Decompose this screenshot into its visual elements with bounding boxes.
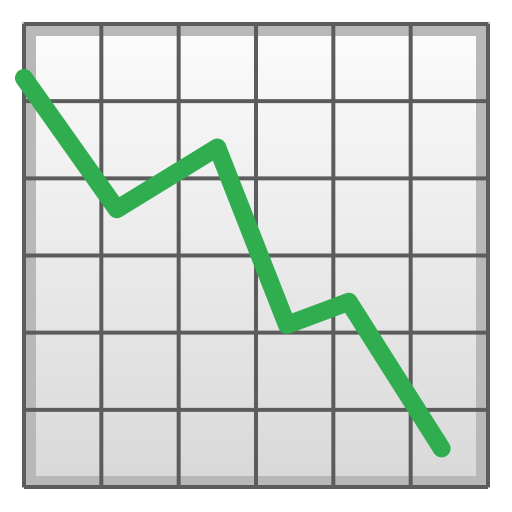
decreasing-trend-line bbox=[15, 69, 451, 458]
